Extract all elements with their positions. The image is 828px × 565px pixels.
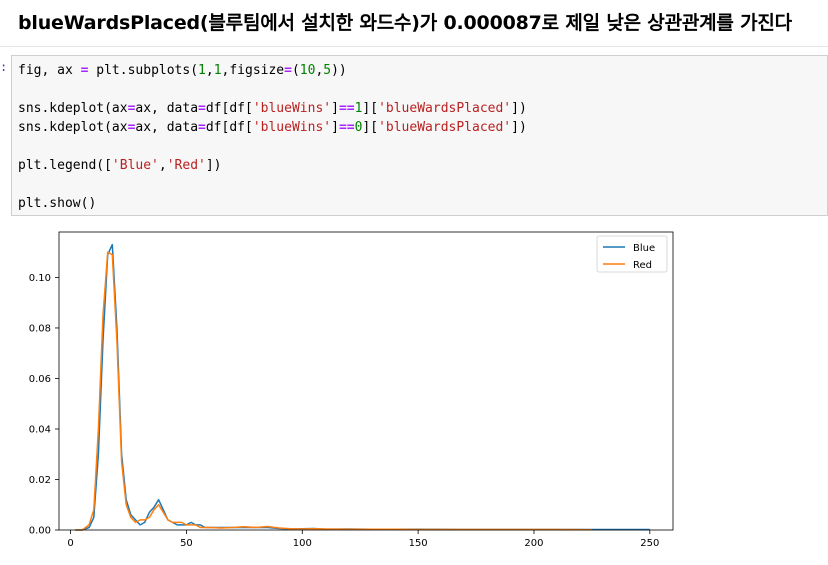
code-token: 'blueWardsPlaced': [378, 101, 512, 116]
code-token: 'blueWins': [252, 120, 332, 135]
code-token: =: [198, 120, 206, 135]
code-token: df[df[: [205, 101, 253, 116]
code-token: fig, ax: [18, 63, 81, 78]
x-tick-label: 250: [640, 538, 659, 549]
divider: [0, 46, 828, 47]
legend-box: [596, 235, 668, 273]
code-editor[interactable]: fig, ax = plt.subplots(1,1,figsize=(10,5…: [18, 61, 527, 213]
x-tick-label: 50: [180, 538, 193, 549]
y-tick-label: 0.08: [29, 323, 51, 334]
code-token: =: [198, 101, 206, 116]
cell-prompt: :: [0, 60, 8, 74]
code-token: 'Red': [166, 158, 206, 173]
code-token: df[df[: [205, 120, 253, 135]
code-token: =: [284, 63, 292, 78]
code-token: ax, data: [135, 101, 199, 116]
code-token: =: [80, 63, 89, 78]
code-token: sns.kdeplot(ax: [18, 101, 128, 116]
code-token: 0: [354, 120, 363, 135]
y-tick-label: 0.04: [29, 424, 51, 435]
code-token: (: [291, 63, 300, 78]
code-token: ,figsize: [221, 63, 285, 78]
code-token: 'blueWardsPlaced': [378, 120, 512, 135]
y-tick-label: 0.02: [29, 475, 51, 486]
code-line: sns.kdeplot(ax=ax, data=df[df['blueWins'…: [18, 101, 527, 116]
code-token: ax, data: [135, 120, 199, 135]
code-token: ]): [511, 120, 527, 135]
code-token: 5: [323, 63, 332, 78]
kde-chart: 0 50 100 150 200 250 0.00 0.02 0.04 0.06 0.08 0.10 B…: [29, 231, 674, 549]
y-tick-label: 0.00: [29, 526, 51, 537]
code-token: ,: [315, 63, 324, 78]
code-token: 1: [198, 63, 206, 78]
code-token: ][: [362, 101, 379, 116]
x-tick-label: 0: [67, 538, 73, 549]
code-token: sns.kdeplot(ax: [18, 120, 128, 135]
y-tick-label: 0.10: [29, 273, 51, 284]
code-token: plt.legend([: [18, 158, 112, 173]
x-tick-label: 150: [409, 538, 428, 549]
code-token: 'Blue': [111, 158, 159, 173]
code-token: ]: [331, 120, 339, 135]
code-line: plt.legend(['Blue','Red']): [18, 158, 222, 173]
code-token: 1: [213, 63, 222, 78]
code-token: =: [127, 120, 136, 135]
code-token: )): [331, 63, 347, 78]
code-token: ]): [205, 158, 222, 173]
plot-frame: [58, 231, 674, 531]
cell-output: 0 50 100 150 200 250 0.00 0.02 0.04 0.06 0.08 0.10 B…: [0, 222, 700, 561]
code-token: ==: [338, 120, 355, 135]
code-token: 10: [299, 63, 316, 78]
section-heading: blueWardsPlaced(블루팀에서 설치한 와드수)가 0.000087…: [18, 12, 792, 34]
code-token: plt.subplots(: [88, 63, 199, 78]
code-token: ,: [205, 63, 214, 78]
code-token: plt.show(): [18, 196, 97, 211]
code-token: ,: [158, 158, 167, 173]
code-token: 'blueWins': [252, 101, 332, 116]
legend-label-red: Red: [633, 260, 652, 271]
code-token: ==: [338, 101, 355, 116]
code-token: =: [127, 101, 136, 116]
series-line-red: [75, 251, 592, 531]
legend-label-blue: Blue: [633, 243, 655, 254]
code-token: ][: [362, 120, 379, 135]
code-line: sns.kdeplot(ax=ax, data=df[df['blueWins'…: [18, 120, 527, 135]
x-tick-label: 100: [293, 538, 312, 549]
code-token: 1: [354, 101, 363, 116]
x-tick-label: 200: [524, 538, 543, 549]
code-line: fig, ax = plt.subplots(1,1,figsize=(10,5…: [18, 63, 347, 78]
y-tick-label: 0.06: [29, 374, 51, 385]
series-line-blue: [75, 243, 650, 531]
code-cell[interactable]: fig, ax = plt.subplots(1,1,figsize=(10,5…: [11, 55, 828, 216]
code-token: ]): [511, 101, 527, 116]
code-token: ]: [331, 101, 339, 116]
code-line: plt.show(): [18, 196, 96, 211]
